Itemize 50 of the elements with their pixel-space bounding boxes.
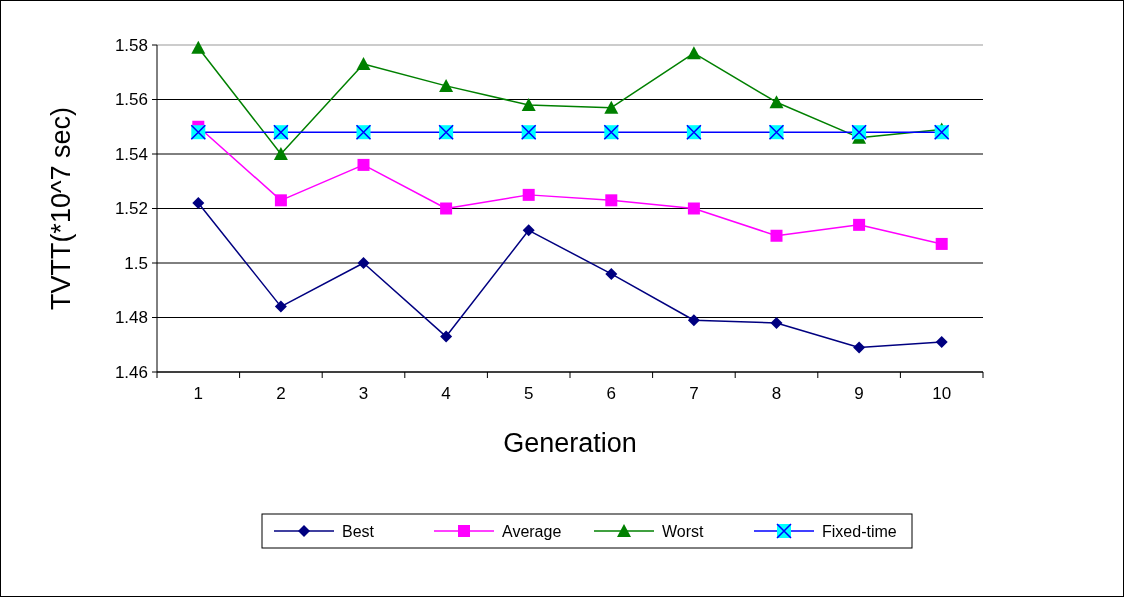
point <box>522 224 535 237</box>
x-tick-label: 8 <box>771 384 782 403</box>
legend-label: Fixed-time <box>822 522 897 540</box>
point <box>440 330 453 343</box>
point <box>686 46 701 60</box>
point <box>357 257 370 269</box>
point <box>273 147 288 160</box>
x-tick-label: 10 <box>932 384 952 403</box>
point <box>687 314 700 327</box>
legend-label: Best <box>342 522 375 540</box>
point <box>769 95 784 109</box>
point <box>274 300 287 313</box>
y-tick-label: 1.58 <box>114 35 148 55</box>
y-tick-label: 1.5 <box>124 253 148 273</box>
point <box>440 202 453 215</box>
x-tick-label: 6 <box>606 384 617 403</box>
x-tick-label: 2 <box>276 384 286 403</box>
point <box>605 194 618 207</box>
legend-label: Worst <box>662 522 705 540</box>
legend-label: Average <box>502 522 562 540</box>
point <box>687 202 700 215</box>
point <box>605 267 618 280</box>
point <box>521 97 536 111</box>
point <box>191 40 206 54</box>
point <box>439 78 454 92</box>
x-tick-label: 5 <box>523 384 534 403</box>
x-tick-label: 4 <box>441 384 451 403</box>
point <box>853 218 866 231</box>
x-tick-label: 3 <box>358 384 369 403</box>
y-axis-title: TVTT(*10^7 sec) <box>46 106 76 311</box>
point <box>192 197 205 210</box>
y-tick-label: 1.56 <box>114 90 148 110</box>
y-tick-label: 1.48 <box>114 308 148 328</box>
point <box>522 188 535 201</box>
y-tick-label: 1.54 <box>114 144 148 164</box>
point <box>935 336 948 349</box>
point <box>935 237 948 250</box>
point <box>770 229 783 242</box>
x-tick-label: 1 <box>193 384 204 403</box>
y-tick-label: 1.52 <box>114 199 148 219</box>
x-tick-label: 7 <box>689 384 699 403</box>
point <box>274 194 287 207</box>
x-axis-title: Generation <box>503 428 637 458</box>
point <box>770 316 783 329</box>
x-tick-label: 9 <box>854 384 864 403</box>
y-tick-label: 1.46 <box>114 362 148 382</box>
point <box>356 57 371 71</box>
point <box>604 100 619 114</box>
point <box>357 158 370 171</box>
point <box>853 341 866 354</box>
